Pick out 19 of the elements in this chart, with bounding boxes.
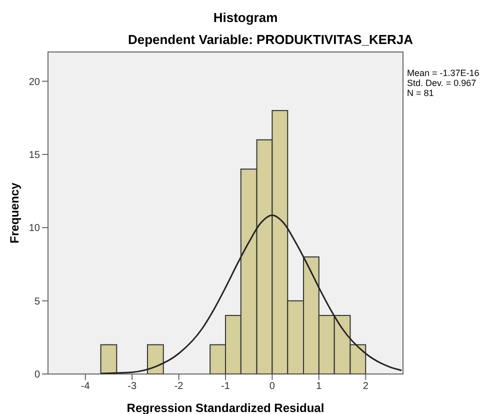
text: Mean = -1.37E-16 (407, 68, 480, 78)
y-tick-label: 5 (34, 296, 40, 308)
y-tick-label: 20 (28, 76, 40, 88)
x-tick-label: -2 (174, 381, 184, 392)
y-tick-label: 15 (28, 150, 40, 162)
x-tick-label: 2 (362, 381, 369, 392)
text: Std. Dev. = 0.967 (407, 78, 478, 88)
text: N = 81 (407, 88, 435, 98)
y-tick-label: 10 (28, 223, 40, 234)
x-tick-label: -3 (128, 381, 137, 392)
chart-subtitle: Dependent Variable: PRODUKTIVITAS_KERJA (126, 32, 414, 47)
line-series (100, 214, 402, 374)
chart-title: Histogram (212, 10, 279, 25)
x-tick-label: 1 (316, 381, 322, 392)
y-tick-label: 0 (34, 370, 40, 381)
x-tick-label: 0 (269, 381, 276, 392)
x-tick-label: -4 (80, 381, 90, 392)
x-tick-label: -1 (221, 381, 230, 392)
y-axis-title: Frequency (7, 182, 22, 244)
